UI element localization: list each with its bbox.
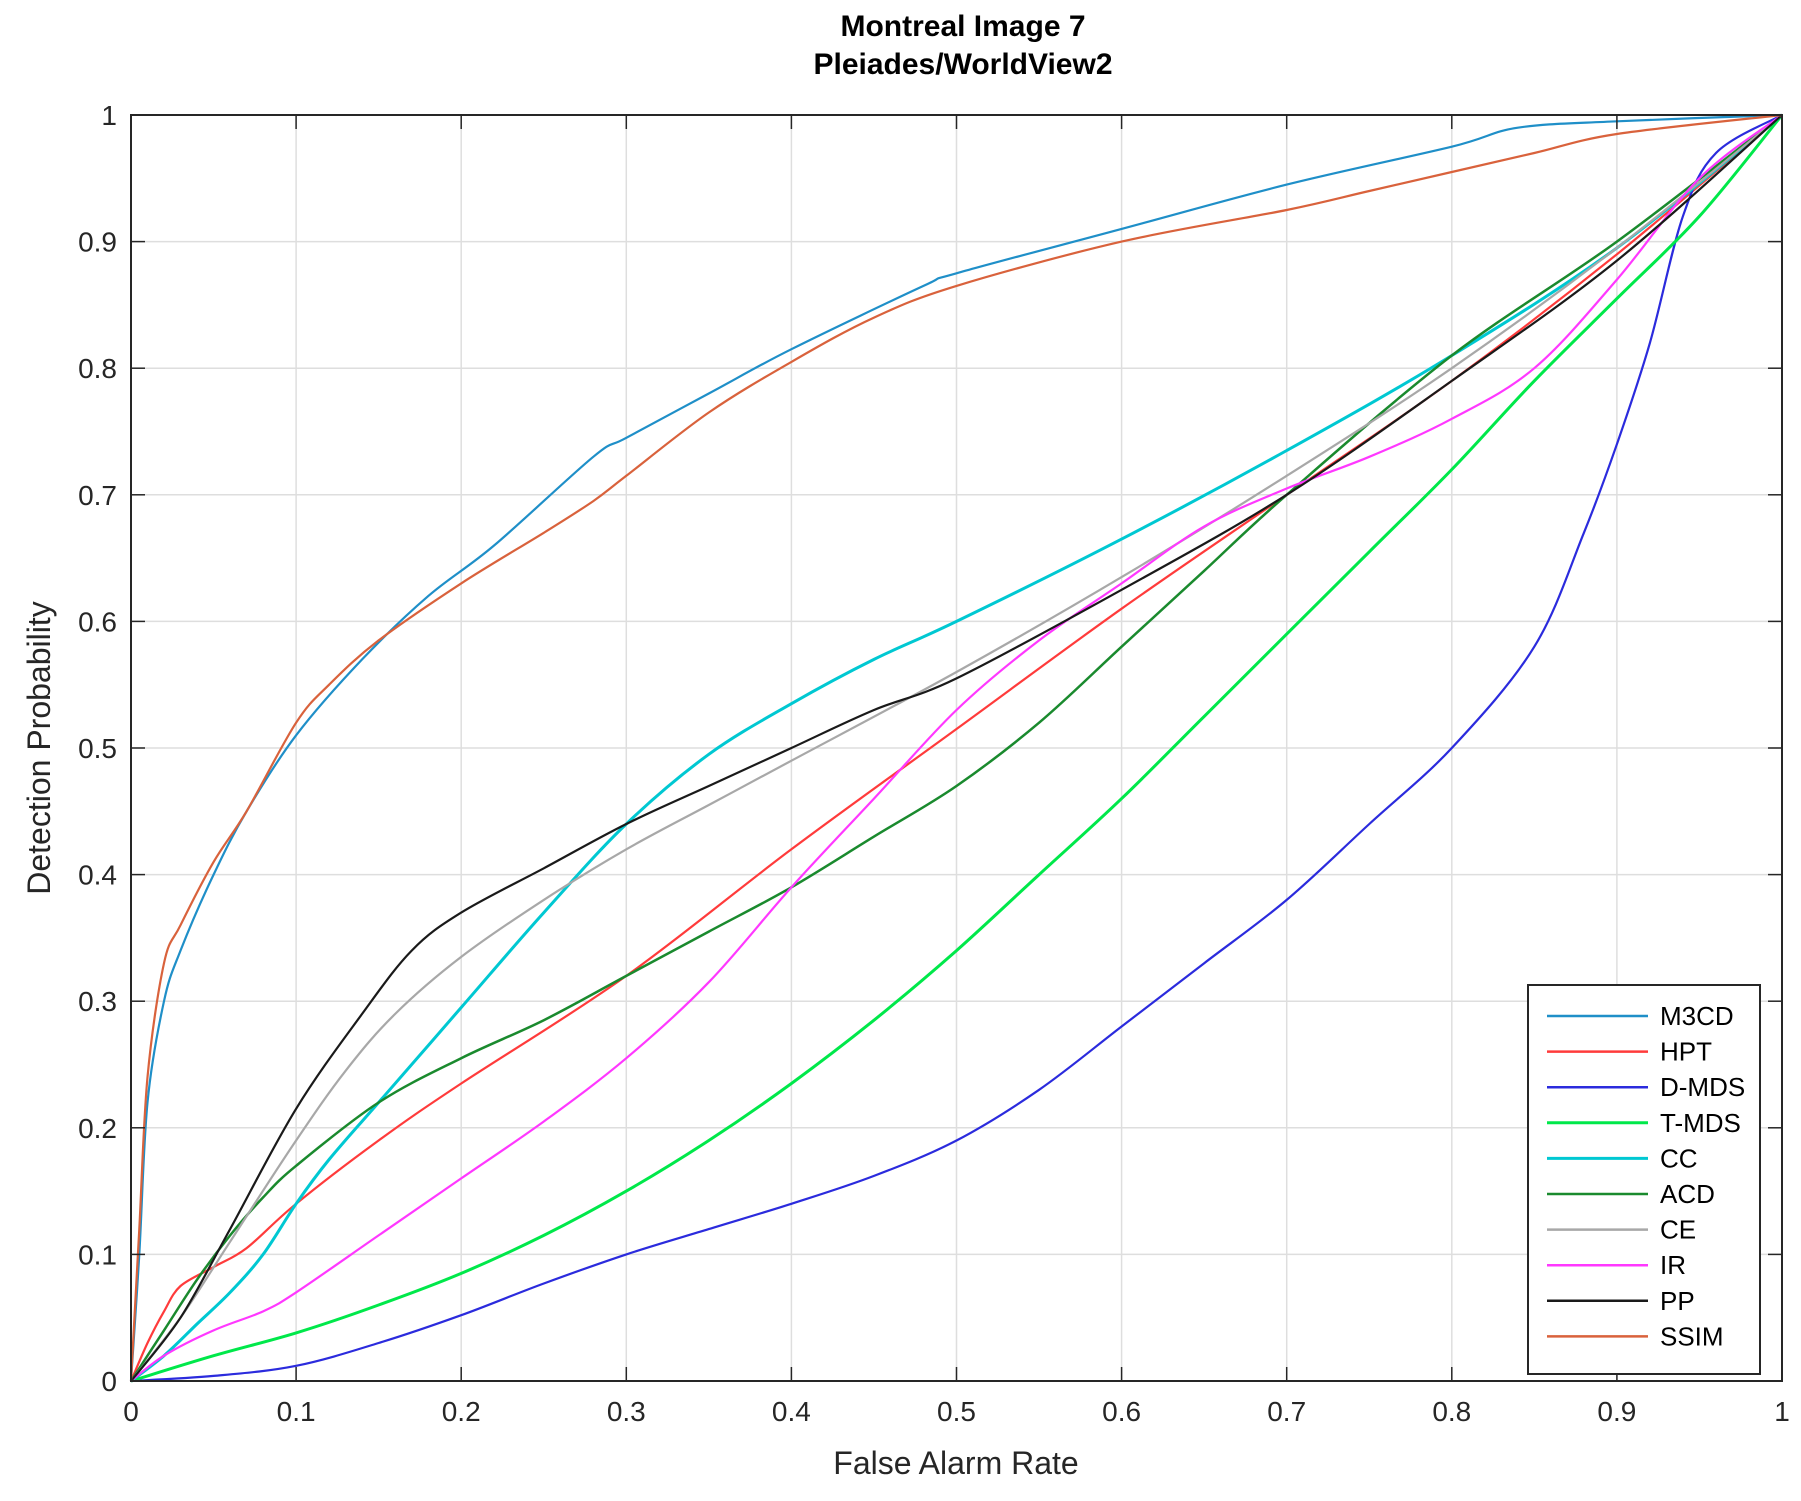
y-tick-label: 0 xyxy=(101,1366,117,1397)
legend-label: PP xyxy=(1660,1286,1695,1316)
y-tick-label: 0.2 xyxy=(78,1113,117,1144)
series-lines xyxy=(129,113,1784,1383)
y-tick-label: 0.6 xyxy=(78,606,117,637)
x-tick-label: 0.1 xyxy=(277,1396,316,1427)
series-line-pp xyxy=(130,114,1783,1382)
x-tick-label: 0.5 xyxy=(937,1396,976,1427)
chart-title: Montreal Image 7 xyxy=(840,10,1085,43)
x-tick-label: 1 xyxy=(1774,1396,1790,1427)
legend-items: M3CD HPT D-MDS T-MDS CC ACD CE IR PP SSIM xyxy=(1547,1001,1745,1351)
legend-label: ACD xyxy=(1660,1179,1715,1209)
series-line-t-mds xyxy=(130,114,1784,1383)
legend: M3CD HPT D-MDS T-MDS CC ACD CE IR PP SSIM xyxy=(1527,984,1761,1375)
legend-label: T-MDS xyxy=(1660,1108,1741,1138)
y-axis-label: Detection Probability xyxy=(21,601,57,894)
series-line-m3cd xyxy=(129,113,1783,1382)
x-tick-label: 0.6 xyxy=(1102,1396,1141,1427)
chart-subtitle: Pleiades/WorldView2 xyxy=(813,48,1112,81)
x-tick-label: 0.4 xyxy=(772,1396,811,1427)
x-tick-label: 0.2 xyxy=(442,1396,481,1427)
y-tick-label: 0.1 xyxy=(78,1239,117,1270)
y-tick-label: 0.7 xyxy=(78,480,117,511)
series-line-d-mds xyxy=(130,114,1783,1383)
x-tick-label: 0.9 xyxy=(1597,1396,1636,1427)
axis-ticks: 0 0.1 0.2 0.3 0.4 0.5 0.6 0.7 0.8 0.9 1 0 0.1 0.2 0.3 0… xyxy=(78,100,1790,1427)
y-tick-label: 0.9 xyxy=(78,227,117,258)
legend-label: HPT xyxy=(1660,1037,1712,1067)
series-line-cc xyxy=(130,113,1783,1383)
legend-label: CC xyxy=(1660,1143,1698,1173)
legend-label: M3CD xyxy=(1660,1001,1734,1031)
y-tick-label: 0.8 xyxy=(78,353,117,384)
series-line-ir xyxy=(130,114,1783,1382)
series-line-ssim xyxy=(129,113,1783,1382)
y-tick-label: 1 xyxy=(101,100,117,131)
legend-label: IR xyxy=(1660,1250,1686,1280)
y-tick-label: 0.3 xyxy=(78,986,117,1017)
x-tick-label: 0.3 xyxy=(607,1396,646,1427)
legend-label: CE xyxy=(1660,1215,1696,1245)
x-tick-label: 0.8 xyxy=(1432,1396,1471,1427)
x-tick-label: 0 xyxy=(123,1396,139,1427)
series-line-ce xyxy=(130,114,1783,1382)
x-tick-label: 0.7 xyxy=(1267,1396,1306,1427)
y-tick-label: 0.5 xyxy=(78,733,117,764)
legend-label: D-MDS xyxy=(1660,1072,1745,1102)
legend-label: SSIM xyxy=(1660,1321,1724,1351)
y-tick-label: 0.4 xyxy=(78,860,117,891)
x-axis-label: False Alarm Rate xyxy=(833,1445,1078,1481)
legend-box xyxy=(1527,984,1761,1375)
